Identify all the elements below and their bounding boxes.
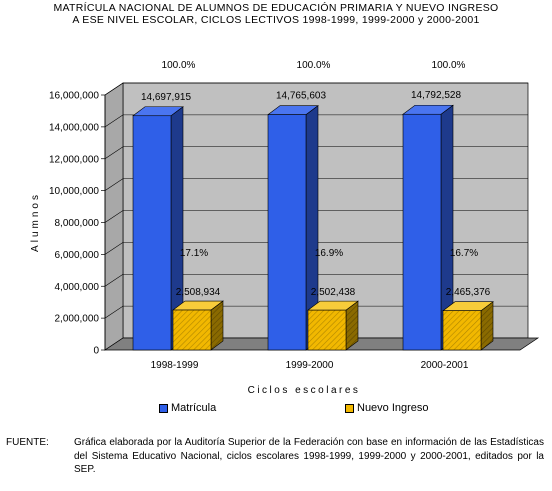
legend-swatch-matricula [159, 403, 168, 413]
y-tick-label: 12,000,000 [49, 154, 99, 165]
value-label-matricula: 14,792,528 [411, 90, 461, 101]
y-tick-label: 4,000,000 [55, 282, 100, 293]
legend-label-matricula: Matrícula [171, 402, 217, 414]
legend-swatch-nuevo-ingreso [345, 403, 354, 413]
value-label-nuevo-ingreso: 2,502,438 [311, 287, 356, 298]
value-label-matricula: 14,697,915 [141, 92, 191, 103]
bar-nuevo-ingreso [442, 310, 482, 351]
x-axis-label: Ciclos escolares [248, 385, 361, 396]
plot-area: 0 2,000,000 4,000,000 6,000,000 8,000,000 10,… [30, 60, 540, 396]
x-tick-label: 1998-1999 [151, 360, 199, 371]
bar-nuevo-ingreso [307, 309, 347, 351]
value-label-nuevo-ingreso: 2,508,934 [176, 287, 221, 298]
y-tick-label: 8,000,000 [55, 218, 100, 229]
gridline [104, 273, 528, 287]
source-label: FUENTE: [6, 437, 49, 448]
pct-label-matricula: 100.0% [297, 60, 331, 71]
pct-label-nuevo-ingreso: 16.9% [315, 248, 343, 259]
y-tick-label: 10,000,000 [49, 186, 99, 197]
bar-matricula [402, 113, 442, 351]
y-tick-label: 16,000,000 [49, 91, 99, 102]
source-text: Gráfica elaborada por la Auditoría Super… [74, 437, 544, 475]
value-label-matricula: 14,765,603 [276, 91, 326, 102]
chart-title-line2: A ESE NIVEL ESCOLAR, CICLOS LECTIVOS 199… [72, 14, 480, 26]
pct-label-nuevo-ingreso: 16.7% [450, 248, 478, 259]
value-label-nuevo-ingreso: 2,465,376 [446, 287, 491, 298]
gridline [104, 210, 528, 223]
bar-chart: 0 2,000,000 4,000,000 6,000,000 8,000,000 10,… [30, 60, 540, 396]
y-tick-label: 0 [93, 346, 99, 357]
gridline [104, 242, 528, 255]
x-tick-label: 1999-2000 [286, 360, 334, 371]
y-axis-label: Alumnos [30, 192, 41, 252]
gridline [104, 305, 528, 319]
y-tick-label: 2,000,000 [55, 314, 100, 325]
bar-nuevo-ingreso [172, 309, 212, 351]
gridline [104, 146, 528, 159]
bar-matricula [132, 115, 172, 351]
chart-title-line1: MATRÍCULA NACIONAL DE ALUMNOS DE EDUCACI… [53, 2, 499, 14]
pct-label-matricula: 100.0% [162, 60, 196, 71]
gridline [104, 82, 528, 96]
legend-item-nuevo-ingreso: Nuevo Ingreso [345, 402, 429, 414]
gridline [104, 178, 528, 191]
pct-label-matricula: 100.0% [432, 60, 466, 71]
x-tick-label: 2000-2001 [421, 360, 469, 371]
gridline [104, 114, 528, 128]
y-tick-label: 6,000,000 [55, 250, 100, 261]
bar-matricula [267, 114, 307, 351]
y-tick-label: 14,000,000 [49, 122, 99, 133]
legend-item-matricula: Matrícula [159, 402, 216, 414]
pct-label-nuevo-ingreso: 17.1% [180, 248, 208, 259]
legend-label-nuevo-ingreso: Nuevo Ingreso [357, 402, 429, 414]
